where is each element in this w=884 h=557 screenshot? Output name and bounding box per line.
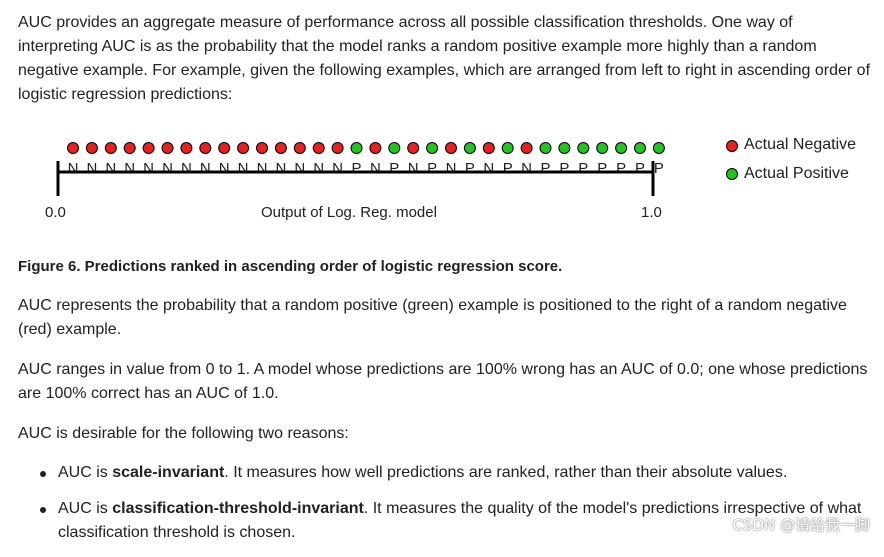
example-label: N [257,160,268,177]
negative-example-dot [161,142,174,154]
example-label: P [616,160,626,177]
example-label: N [521,160,532,177]
reasons-intro-paragraph: AUC is desirable for the following two r… [18,425,349,442]
example-label: N [313,160,324,177]
negative-example-dot [142,142,155,154]
positive-example-dot [577,142,590,154]
legend-positive-label: Actual Positive [744,165,849,182]
negative-example-dot [104,142,117,154]
negative-example-dot [218,142,231,154]
example-label: N [143,160,154,177]
example-label: N [408,160,419,177]
legend-positive-marker [726,168,738,180]
list-item: AUC is scale-invariant. It measures how … [18,461,874,485]
negative-example-dot [199,142,212,154]
example-label: P [597,160,607,177]
example-label: N [86,160,97,177]
example-label: N [105,160,116,177]
example-label: P [351,160,361,177]
example-label: P [635,160,645,177]
positive-example-dot [634,142,646,154]
example-label: P [559,160,569,177]
watermark: CSDN @请给我一脚 [732,516,870,534]
positive-example-dot [652,142,665,154]
negative-example-dot [274,142,287,154]
reason-text: . It measures how well predictions are r… [224,464,788,481]
example-label: N [275,160,286,177]
bullet-icon [40,471,46,477]
example-label: N [294,160,305,177]
negative-example-dot [312,142,325,154]
positive-example-dot [463,142,476,154]
example-label: N [370,160,381,177]
positive-example-dot [596,142,609,154]
example-label: N [162,160,173,177]
negative-example-dot [67,142,79,154]
negative-example-dot [482,142,495,154]
negative-example-dot [237,142,250,154]
negative-example-dot [180,142,193,154]
negative-example-dot [369,142,382,154]
example-label: P [578,160,588,177]
list-item: AUC is classification-threshold-invarian… [18,497,874,545]
bullet-icon [40,507,46,513]
example-label: N [200,160,211,177]
positive-example-dot [615,142,628,154]
positive-example-dot [426,142,439,154]
reason-prefix: AUC is [58,500,113,517]
intro-paragraph: AUC provides an aggregate measure of per… [18,14,871,103]
example-label: P [503,160,513,177]
example-label: N [219,160,230,177]
figure-caption: Figure 6. Predictions ranked in ascendin… [18,258,563,275]
negative-example-dot [445,142,457,154]
reasons-list: AUC is scale-invariant. It measures how … [18,461,874,557]
example-label: N [124,160,135,177]
example-label: N [238,160,249,177]
positive-example-dot [388,142,401,154]
positive-example-dot [501,142,514,154]
negative-example-dot [331,142,344,154]
example-label: P [465,160,475,177]
legend-negative-label: Actual Negative [744,136,857,153]
positive-example-dot [539,142,552,154]
negative-example-dot [520,142,533,154]
example-label: P [654,160,664,177]
reason-prefix: AUC is [58,464,113,481]
axis-title: Output of Log. Reg. model [261,204,437,221]
positive-example-dot [558,142,571,154]
legend-negative-marker [726,140,738,152]
example-label: P [389,160,399,177]
example-dots [67,142,665,154]
negative-example-dot [256,142,268,154]
example-label: N [446,160,457,177]
example-label: N [68,160,79,177]
example-label: N [181,160,192,177]
auc-definition-paragraph: AUC represents the probability that a ra… [18,297,847,338]
example-label: P [540,160,550,177]
reason-text: . It measures the quality of the model's… [58,500,862,541]
negative-example-dot [85,142,98,154]
example-label: N [483,160,494,177]
reason-term: scale-invariant [112,464,225,481]
negative-example-dot [123,142,136,154]
example-label: N [332,160,343,177]
axis-end-label: 1.0 [641,204,662,221]
example-label: P [427,160,437,177]
auc-range-paragraph: AUC ranges in value from 0 to 1. A model… [18,361,868,402]
axis-start-label: 0.0 [45,204,66,221]
positive-example-dot [350,142,363,154]
negative-example-dot [293,142,306,154]
reason-term: classification-threshold-invariant [112,500,364,517]
negative-example-dot [407,142,420,154]
